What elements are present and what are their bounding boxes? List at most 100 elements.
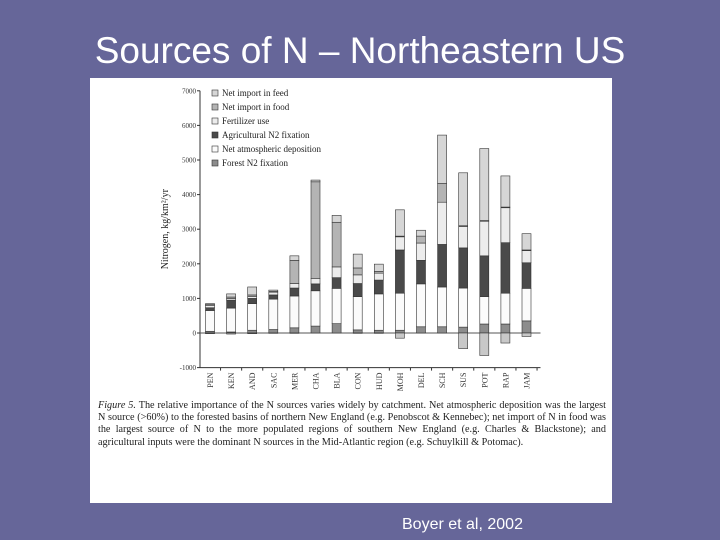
x-tick-label: CON <box>354 372 363 389</box>
x-tick-label: SCH <box>438 372 447 388</box>
bar-segment-agricultural-n2-fixation <box>226 299 236 309</box>
bar-segment-fertilizer-use <box>437 201 447 245</box>
bar-segment-net-import-in-food <box>416 235 426 244</box>
x-tick-label: SUS <box>459 373 468 388</box>
x-tick-label: DEL <box>417 372 426 388</box>
y-tick-label: 0 <box>193 330 197 338</box>
x-tick-label: BLA <box>333 372 342 388</box>
bar-segment-fertilizer-use <box>268 291 279 296</box>
stacked-bar-chart: -1000 0 1000 2000 3000 4000 5000 6000 7000 Nitrog… <box>160 87 541 391</box>
bar-segment-fertilizer-use <box>500 207 511 243</box>
bar-segment-net-atmospheric-deposition <box>289 295 300 329</box>
bar-segment-net-import-in-feed <box>331 215 342 223</box>
citation: Boyer et al, 2002 <box>402 516 523 533</box>
caption-label: Figure 5. <box>98 400 136 411</box>
y-tick-label: 6000 <box>182 122 197 130</box>
legend-swatch <box>211 117 219 125</box>
bar-segment-negative <box>205 332 215 334</box>
bar-segment-net-import-in-food <box>289 260 300 284</box>
bar-segment-net-import-in-feed <box>268 289 279 292</box>
bar-segment-net-atmospheric-deposition <box>247 303 257 331</box>
bar-segment-net-atmospheric-deposition <box>500 292 511 325</box>
bar-segment-agricultural-n2-fixation <box>289 287 300 297</box>
bar-segment-net-atmospheric-deposition <box>521 288 532 322</box>
y-tick-label: -1000 <box>180 364 197 372</box>
bar-segment-net-import-in-feed <box>437 134 447 184</box>
bar-segment-fertilizer-use <box>521 250 532 264</box>
bar-segment-agricultural-n2-fixation <box>331 277 342 289</box>
bar-segment-fertilizer-use <box>373 272 384 281</box>
bar-segment-agricultural-n2-fixation <box>437 244 447 288</box>
bar-segment-forest-n2-fixation <box>247 329 257 334</box>
bar-segment-net-atmospheric-deposition <box>331 288 342 324</box>
bar-segment-agricultural-n2-fixation <box>500 242 511 294</box>
bar-segment-negative <box>226 332 236 335</box>
y-tick-label: 5000 <box>182 157 197 165</box>
bar-segment-forest-n2-fixation <box>521 320 532 334</box>
x-tick-label: HUD <box>375 372 384 390</box>
x-tick-label: MER <box>290 372 299 390</box>
bar-segment-forest-n2-fixation <box>395 329 405 334</box>
figure-panel: -1000 0 1000 2000 3000 4000 5000 6000 7000 Nitrog… <box>90 78 612 503</box>
x-tick-label: PEN <box>206 372 215 387</box>
x-tick-label: AND <box>248 372 257 390</box>
bar-segment-negative <box>521 332 532 337</box>
bar-segment-fertilizer-use <box>458 226 469 249</box>
bar-segment-net-atmospheric-deposition <box>479 296 490 325</box>
bar-segment-net-atmospheric-deposition <box>437 286 447 328</box>
legend-label: Net import in food <box>222 102 290 112</box>
y-tick-label: 2000 <box>182 260 197 268</box>
y-tick-label: 3000 <box>182 226 197 234</box>
legend-swatch <box>211 103 219 111</box>
bar-segment-net-import-in-feed <box>226 293 236 298</box>
bar-segment-net-import-in-feed <box>521 233 532 251</box>
bar-segment-net-import-in-food <box>310 181 321 279</box>
bar-segment-agricultural-n2-fixation <box>458 247 469 289</box>
bar-segment-agricultural-n2-fixation <box>205 307 215 311</box>
legend-label: Net atmospheric deposition <box>222 144 321 154</box>
bar-segment-fertilizer-use <box>479 220 490 257</box>
bar-segment-negative <box>479 332 490 356</box>
bar-segment-net-import-in-food <box>437 183 447 203</box>
bar-segment-fertilizer-use <box>289 283 300 289</box>
y-tick-label: 7000 <box>182 87 197 95</box>
legend-swatch <box>211 131 219 139</box>
bar-segment-net-atmospheric-deposition <box>458 287 469 328</box>
bar-segment-net-atmospheric-deposition <box>373 293 384 331</box>
bar-segment-forest-n2-fixation <box>458 326 469 334</box>
bar-segment-net-atmospheric-deposition <box>205 310 215 332</box>
bar-segment-agricultural-n2-fixation <box>310 283 321 292</box>
bar-segment-fertilizer-use <box>331 266 342 278</box>
bar-segment-net-atmospheric-deposition <box>310 290 321 327</box>
bar-segment-forest-n2-fixation <box>331 323 342 334</box>
bar-segment-agricultural-n2-fixation <box>416 260 426 285</box>
legend-label: Net import in feed <box>222 88 289 98</box>
bar-segment-forest-n2-fixation <box>500 323 511 334</box>
bar-segment-forest-n2-fixation <box>479 323 490 334</box>
bar-segment-agricultural-n2-fixation <box>521 262 532 289</box>
x-tick-label: MOH <box>396 372 405 391</box>
x-tick-label: SAC <box>269 373 278 389</box>
bar-segment-net-import-in-feed <box>500 175 511 208</box>
bar-segment-agricultural-n2-fixation <box>395 249 405 294</box>
bar-segment-net-atmospheric-deposition <box>416 283 426 328</box>
legend-label: Agricultural N2 fixation <box>222 130 310 140</box>
caption-text: The relative importance of the N sources… <box>98 400 606 448</box>
bar-segment-forest-n2-fixation <box>310 325 321 334</box>
x-tick-label: RAP <box>501 372 510 388</box>
bar-segment-fertilizer-use <box>205 305 215 309</box>
bar-segment-negative <box>395 332 405 339</box>
legend-swatch <box>211 159 219 167</box>
bar-segment-net-import-in-feed <box>395 209 405 237</box>
x-tick-label: KEN <box>227 372 236 389</box>
legend-swatch <box>211 89 219 97</box>
bar-segment-net-atmospheric-deposition <box>226 307 236 333</box>
legend-label: Fertilizer use <box>222 116 269 126</box>
bar-segment-forest-n2-fixation <box>437 326 447 334</box>
bar-segment-negative <box>458 332 469 349</box>
bar-segment-net-import-in-feed <box>373 263 384 272</box>
bar-segment-fertilizer-use <box>352 274 363 284</box>
bar-segment-forest-n2-fixation <box>268 329 279 334</box>
x-tick-label: POT <box>480 372 489 387</box>
bar-segment-negative <box>247 332 257 334</box>
